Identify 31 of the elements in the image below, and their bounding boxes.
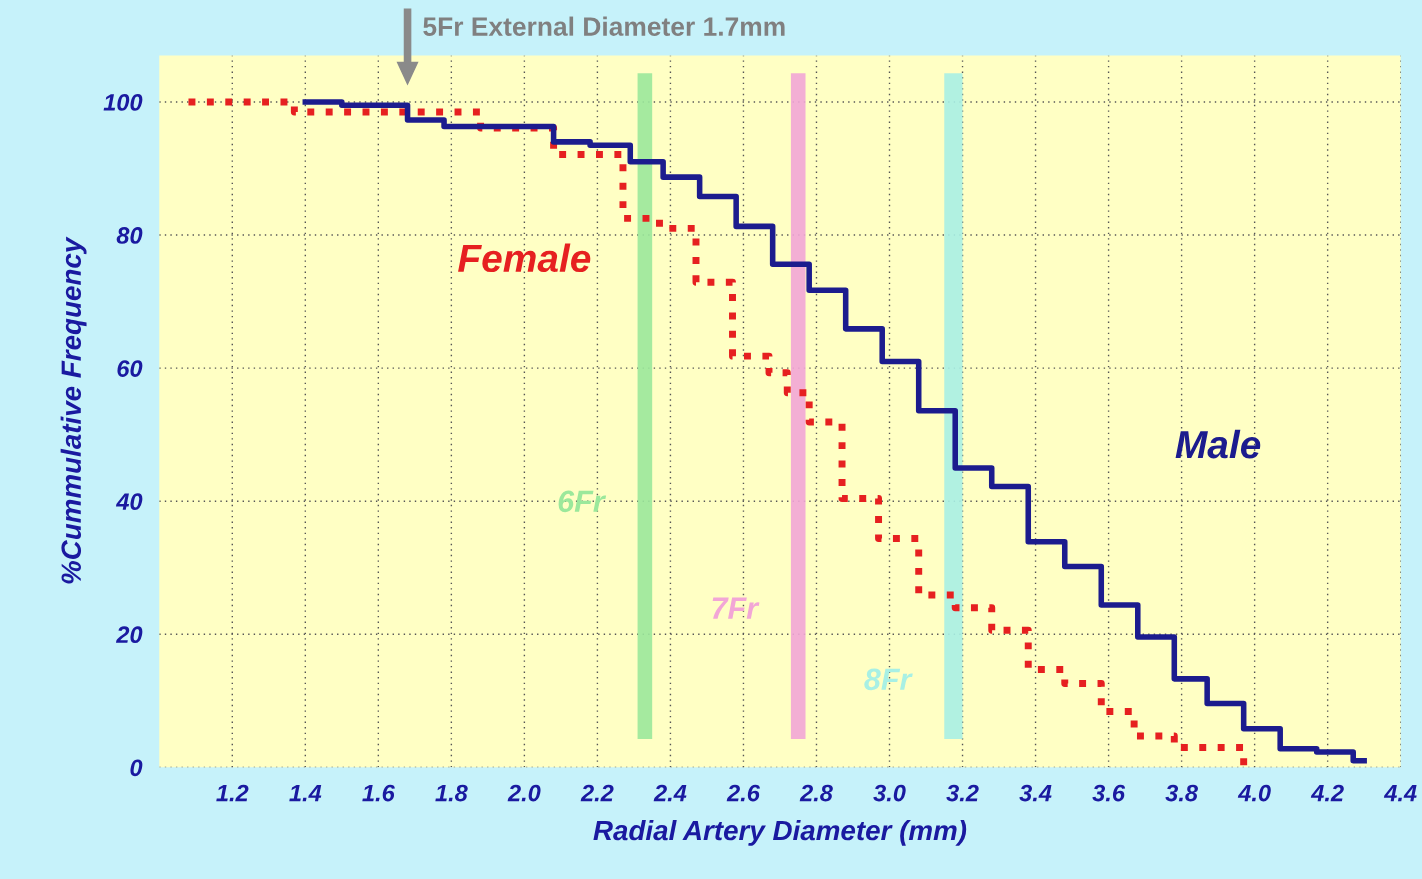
x-tick-label: 2.8: [799, 784, 833, 802]
y-tick-label: 40: [115, 493, 143, 510]
x-tick-label: 1.8: [435, 784, 468, 802]
y-tick-label: 0: [130, 759, 143, 777]
x-tick-label: 1.4: [289, 784, 322, 802]
y-tick-label: 20: [115, 626, 143, 644]
x-tick-label: 2.0: [507, 784, 541, 802]
x-tick-label: 4.2: [1310, 784, 1344, 802]
text: Male: [1175, 429, 1261, 459]
x-tick-label: 1.2: [216, 784, 249, 802]
x-tick-label: 2.4: [653, 784, 687, 802]
y-tick-label: 60: [117, 360, 143, 377]
band-label: 8Fr: [864, 668, 913, 691]
x-tick-label: 4.4: [1383, 784, 1417, 802]
x-tick-label: 2.2: [580, 784, 614, 802]
text: 5Fr External Diameter 1.7mm: [423, 16, 785, 36]
x-tick-label: 2.6: [726, 784, 760, 802]
y-tick-label: 80: [116, 227, 143, 244]
x-tick-label: 3.0: [873, 784, 906, 802]
y-axis-title: %Cummulative Frequency: [60, 236, 87, 584]
x-axis-title: Radial Artery Diameter (mm): [593, 819, 967, 846]
y-tick-label: 100: [103, 94, 143, 111]
x-tick-label: 3.4: [1019, 784, 1052, 802]
x-tick-label: 3.6: [1092, 784, 1126, 802]
band-label: 7Fr: [712, 597, 760, 619]
x-tick-label: 4.0: [1237, 784, 1271, 802]
series-label: Female: [458, 243, 591, 273]
x-tick-label: 3.2: [946, 784, 979, 802]
x-tick-label: 3.8: [1165, 784, 1198, 802]
band-label: 6Fr: [558, 490, 607, 513]
x-tick-label: 1.6: [362, 784, 395, 802]
